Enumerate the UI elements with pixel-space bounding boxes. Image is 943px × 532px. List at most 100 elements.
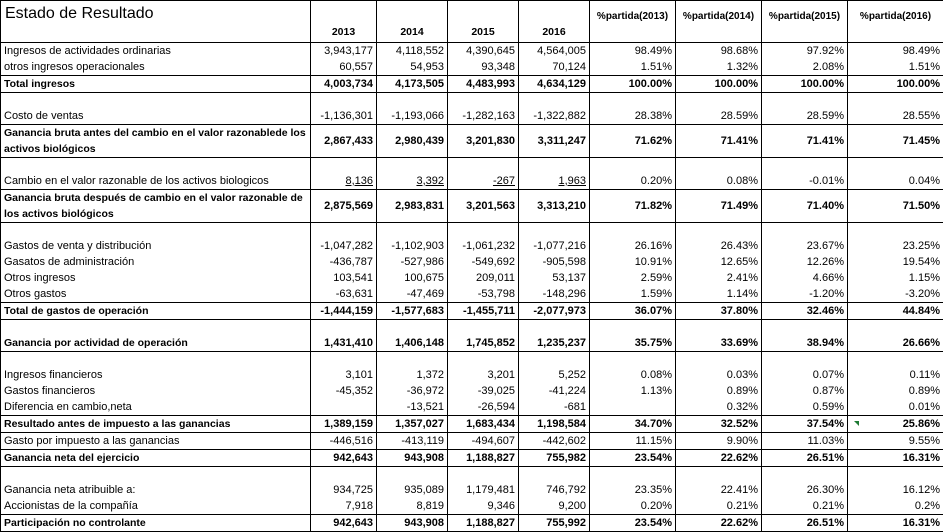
table-row: Ganancia bruta antes del cambio en el va… bbox=[1, 125, 943, 158]
percent-cell bbox=[590, 399, 676, 416]
amount-cell: 1,683,434 bbox=[448, 416, 519, 433]
row-label: Participación no controlante bbox=[1, 515, 311, 532]
amount-cell: 4,173,505 bbox=[377, 76, 448, 93]
row-label: Total ingresos bbox=[1, 76, 311, 93]
amount-cell bbox=[311, 399, 377, 416]
amount-cell: 4,634,129 bbox=[519, 76, 590, 93]
amount-cell: 7,918 bbox=[311, 498, 377, 515]
percent-cell: -0.01% bbox=[762, 173, 848, 190]
percent-cell: 98.68% bbox=[676, 43, 762, 60]
amount-cell: 8,136 bbox=[311, 173, 377, 190]
amount-value: 3,392 bbox=[416, 175, 444, 187]
percent-cell: 11.03% bbox=[762, 433, 848, 450]
amount-cell: 755,982 bbox=[519, 450, 590, 467]
amount-cell: 2,875,569 bbox=[311, 190, 377, 223]
table-row: Total de gastos de operación-1,444,159-1… bbox=[1, 303, 943, 320]
percent-cell: 0.04% bbox=[848, 173, 943, 190]
percent-cell: 11.15% bbox=[590, 433, 676, 450]
amount-cell: 942,643 bbox=[311, 515, 377, 532]
percent-cell: 37.80% bbox=[676, 303, 762, 320]
percent-cell: 16.31% bbox=[848, 450, 943, 467]
percent-cell: 26.30% bbox=[762, 482, 848, 498]
percent-cell: 2.08% bbox=[762, 59, 848, 76]
column-header: 2014 bbox=[377, 1, 448, 43]
amount-cell: 100,675 bbox=[377, 270, 448, 286]
amount-cell: -1,577,683 bbox=[377, 303, 448, 320]
amount-cell: 2,983,831 bbox=[377, 190, 448, 223]
amount-cell: -1,077,216 bbox=[519, 238, 590, 254]
amount-cell: -1,455,711 bbox=[448, 303, 519, 320]
amount-cell: 70,124 bbox=[519, 59, 590, 76]
percent-cell: 12.65% bbox=[676, 254, 762, 270]
percent-cell: 35.75% bbox=[590, 335, 676, 352]
percent-cell: 1.51% bbox=[848, 59, 943, 76]
amount-cell: 209,011 bbox=[448, 270, 519, 286]
amount-cell: -1,282,163 bbox=[448, 108, 519, 125]
percent-cell: 1.32% bbox=[676, 59, 762, 76]
amount-cell: 4,118,552 bbox=[377, 43, 448, 60]
amount-cell: 755,992 bbox=[519, 515, 590, 532]
percent-cell: 23.25% bbox=[848, 238, 943, 254]
amount-cell: -1,102,903 bbox=[377, 238, 448, 254]
percent-cell: 71.82% bbox=[590, 190, 676, 223]
percent-cell: 100.00% bbox=[676, 76, 762, 93]
row-label: Ganancia bruta después de cambio en el v… bbox=[1, 190, 311, 223]
percent-cell: 98.49% bbox=[848, 43, 943, 60]
percent-cell: 71.41% bbox=[762, 125, 848, 158]
amount-cell: -148,296 bbox=[519, 286, 590, 303]
amount-cell: 943,908 bbox=[377, 515, 448, 532]
amount-cell: 3,201,563 bbox=[448, 190, 519, 223]
percent-cell: 25.86% bbox=[848, 416, 943, 433]
percent-cell: 4.66% bbox=[762, 270, 848, 286]
percent-cell: 37.54% bbox=[762, 416, 848, 433]
percent-cell: -1.20% bbox=[762, 286, 848, 303]
percent-cell: 10.91% bbox=[590, 254, 676, 270]
amount-cell: 2,867,433 bbox=[311, 125, 377, 158]
amount-cell: -442,602 bbox=[519, 433, 590, 450]
table-row: Resultado antes de impuesto a las gananc… bbox=[1, 416, 943, 433]
percent-cell: 2.59% bbox=[590, 270, 676, 286]
amount-cell: -1,322,882 bbox=[519, 108, 590, 125]
amount-cell: -446,516 bbox=[311, 433, 377, 450]
row-label: Gastos de venta y distribución bbox=[1, 238, 311, 254]
percent-cell: 1.59% bbox=[590, 286, 676, 303]
amount-value: 8,136 bbox=[345, 175, 373, 187]
amount-cell: -549,692 bbox=[448, 254, 519, 270]
column-header: 2013 bbox=[311, 1, 377, 43]
amount-cell: 1,188,827 bbox=[448, 450, 519, 467]
percent-cell: 71.40% bbox=[762, 190, 848, 223]
column-header: %partida(2015) bbox=[762, 1, 848, 43]
percent-cell: 28.55% bbox=[848, 108, 943, 125]
percent-cell: 26.43% bbox=[676, 238, 762, 254]
percent-cell: 28.38% bbox=[590, 108, 676, 125]
percent-cell: 16.31% bbox=[848, 515, 943, 532]
percent-cell: 23.54% bbox=[590, 515, 676, 532]
amount-cell: 1,963 bbox=[519, 173, 590, 190]
percent-cell: 0.20% bbox=[590, 173, 676, 190]
table-row: Gastos financieros-45,352-36,972-39,025-… bbox=[1, 383, 943, 399]
spacer-row bbox=[1, 223, 943, 239]
amount-cell: -1,047,282 bbox=[311, 238, 377, 254]
percent-cell: 34.70% bbox=[590, 416, 676, 433]
amount-cell: -39,025 bbox=[448, 383, 519, 399]
row-label: Ganancia neta del ejercicio bbox=[1, 450, 311, 467]
row-label: Ganancia bruta antes del cambio en el va… bbox=[1, 125, 311, 158]
amount-cell: -1,193,066 bbox=[377, 108, 448, 125]
spacer-row bbox=[1, 352, 943, 368]
amount-cell: 53,137 bbox=[519, 270, 590, 286]
amount-cell: 4,390,645 bbox=[448, 43, 519, 60]
amount-cell: 943,908 bbox=[377, 450, 448, 467]
percent-cell: 26.51% bbox=[762, 515, 848, 532]
amount-cell: -1,136,301 bbox=[311, 108, 377, 125]
row-label: Resultado antes de impuesto a las gananc… bbox=[1, 416, 311, 433]
percent-cell: 28.59% bbox=[676, 108, 762, 125]
amount-cell: -2,077,973 bbox=[519, 303, 590, 320]
amount-cell: 1,431,410 bbox=[311, 335, 377, 352]
amount-cell: 103,541 bbox=[311, 270, 377, 286]
amount-cell: 3,101 bbox=[311, 367, 377, 383]
